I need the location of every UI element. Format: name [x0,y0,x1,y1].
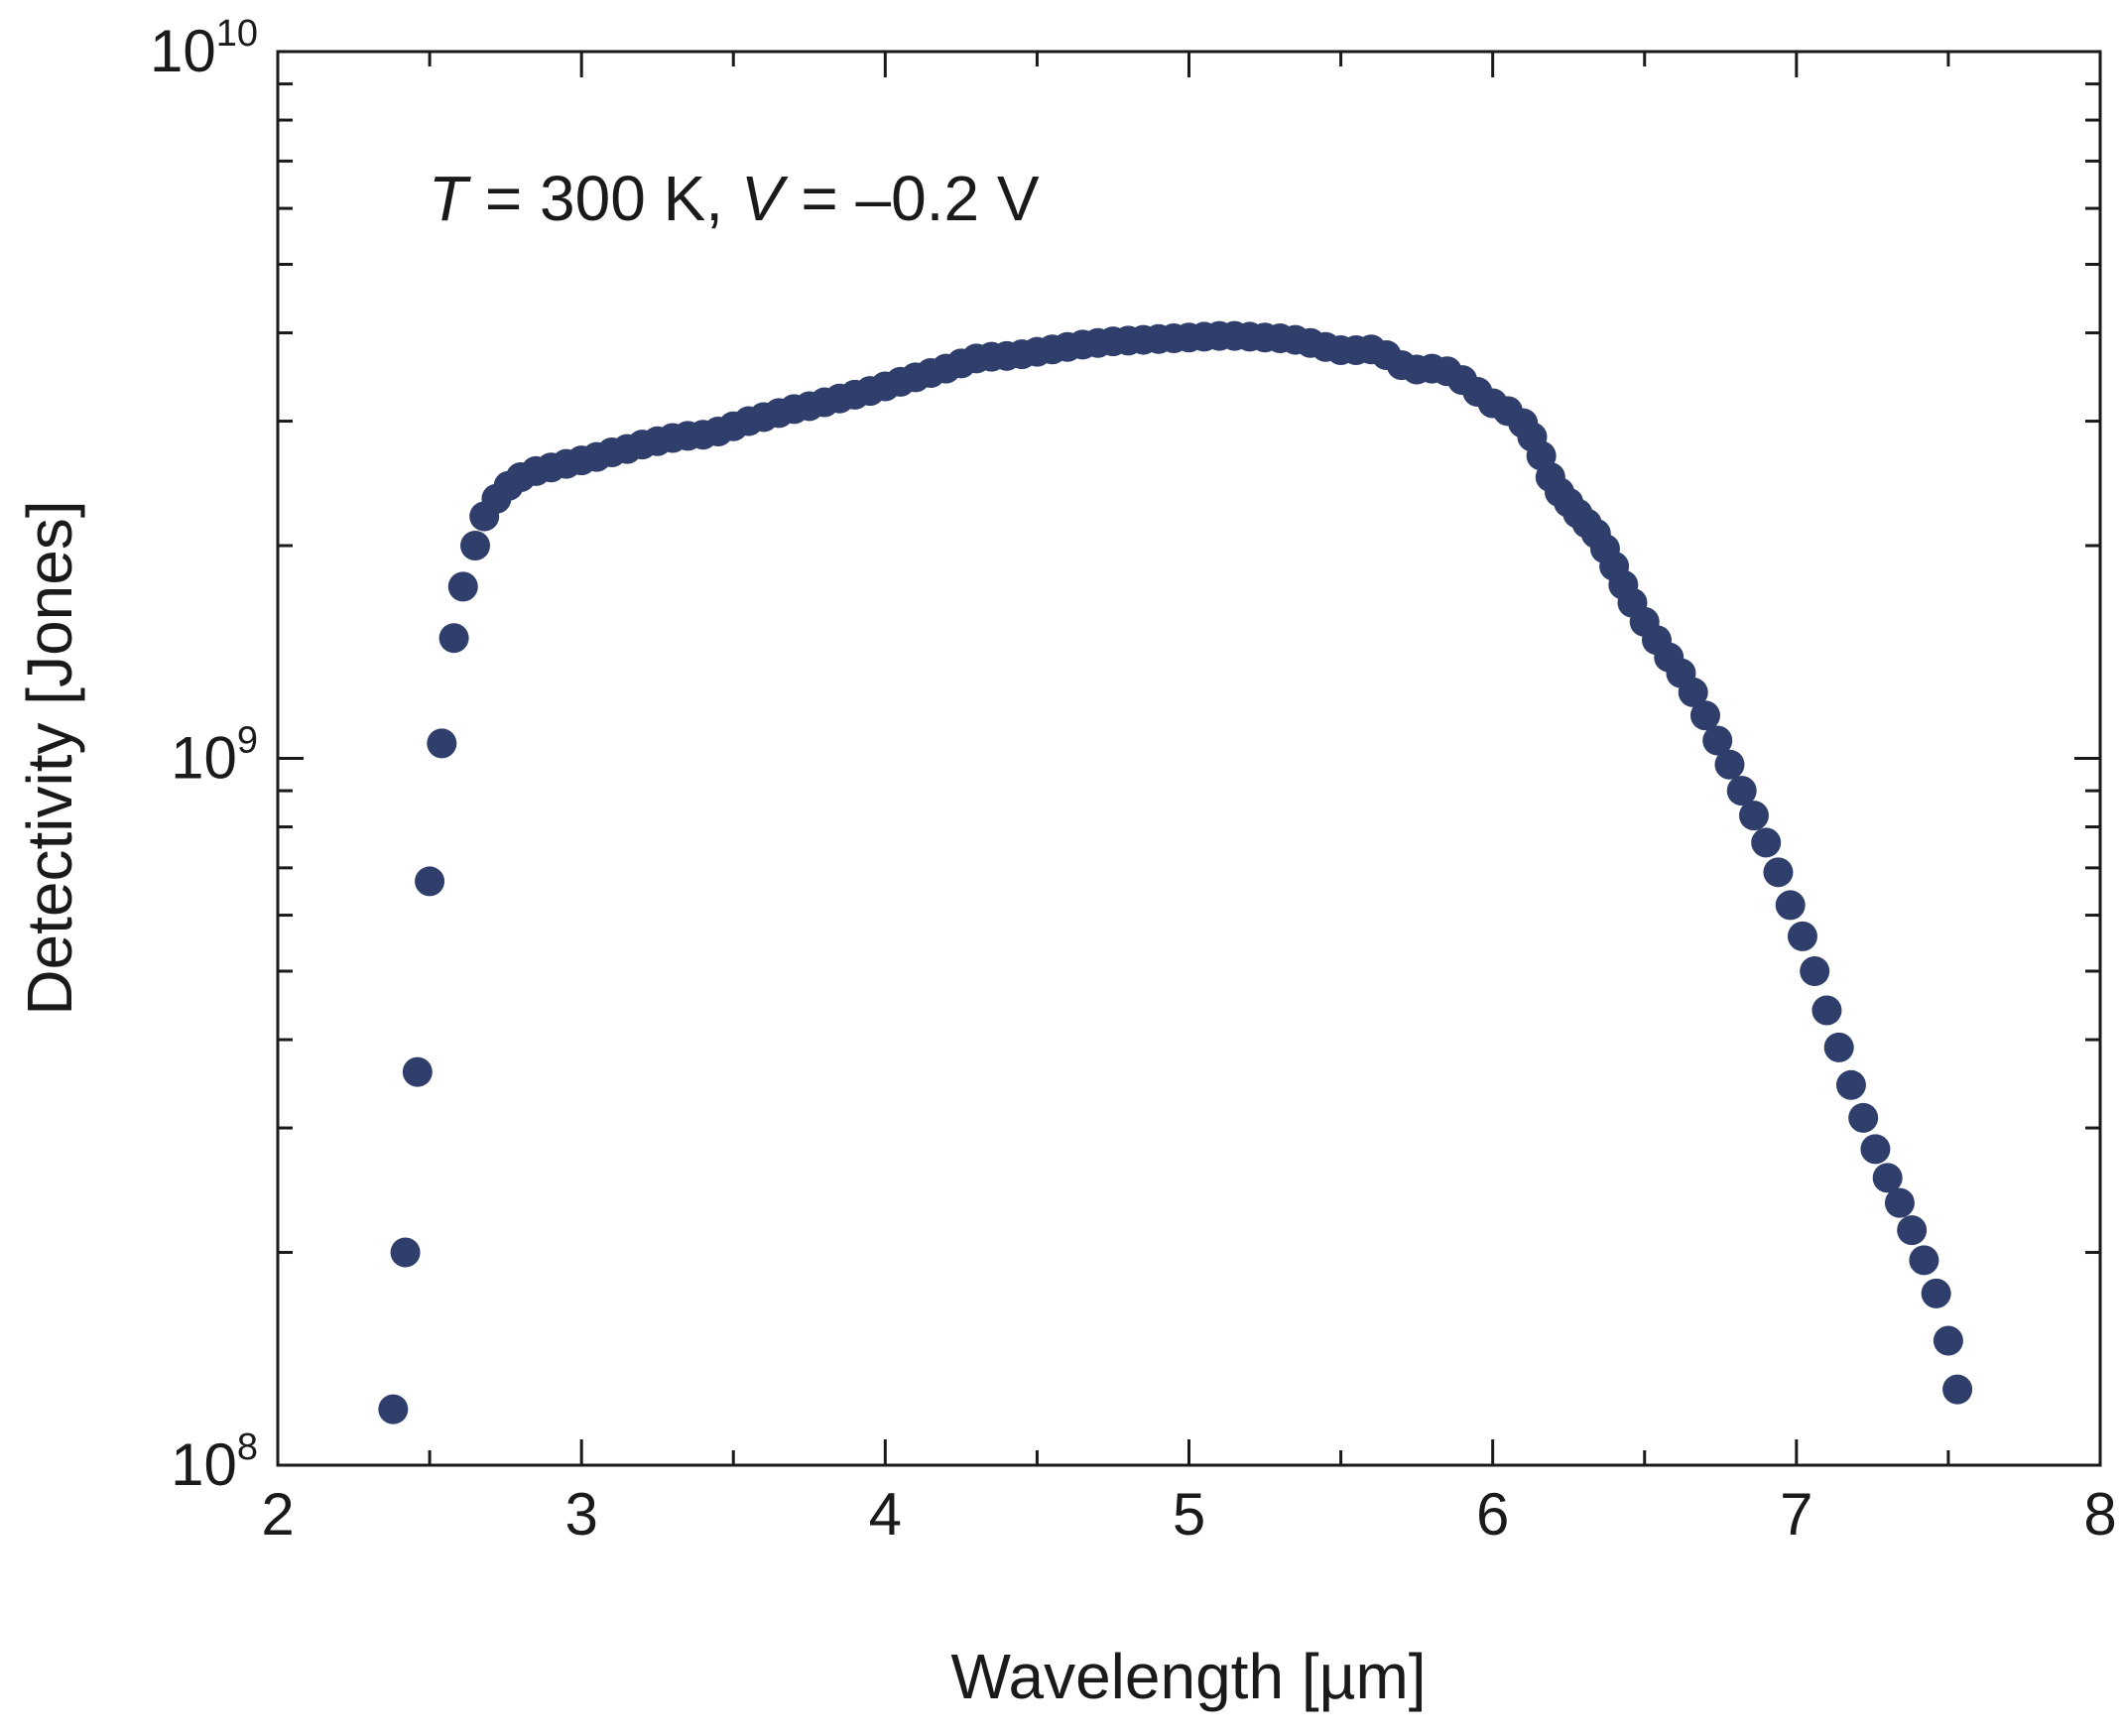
data-point [1860,1134,1891,1165]
y-tick-label: 108 [171,1426,258,1498]
data-point [1800,955,1830,986]
x-axis-title: Wavelength [µm] [950,1641,1426,1712]
data-points [378,320,1973,1425]
data-point [1921,1278,1951,1308]
axis-ticks [276,50,2102,1467]
data-point [1872,1163,1903,1193]
data-point [378,1394,409,1425]
x-tick-label: 6 [1476,1481,1509,1548]
data-point [1823,1032,1854,1062]
x-tick-label: 7 [1780,1481,1812,1548]
data-point [1933,1325,1963,1356]
annotation-text-2: = –0.2 V [784,163,1040,234]
data-point [1689,700,1720,731]
tick-labels: 2 3 4 5 6 7 8 108 109 1010 [150,13,2117,1548]
data-point [1738,801,1769,831]
data-point [460,531,491,561]
y-tick-label: 1010 [150,13,258,84]
data-point [1714,749,1745,780]
data-point [390,1237,421,1268]
data-point [1811,995,1842,1026]
annotation-text-1: = 300 K, [467,163,741,234]
data-point [1702,725,1733,756]
data-point [1897,1215,1928,1246]
y-axis-title: Detectivity [Jones] [14,500,85,1015]
data-point [1726,776,1757,806]
data-point [1909,1245,1939,1276]
data-point [1884,1187,1915,1218]
data-point [1775,890,1806,921]
plot-frame [276,50,2102,1467]
data-point [427,728,457,759]
x-tick-label: 3 [564,1481,597,1548]
data-point [1763,857,1794,888]
data-point [415,866,445,897]
x-tick-label: 4 [869,1481,902,1548]
x-tick-label: 2 [261,1481,294,1548]
x-tick-label: 8 [2083,1481,2116,1548]
data-point [1751,827,1782,858]
data-point [1848,1102,1879,1133]
y-tick-label: 109 [171,720,258,792]
annotation-var-v: V [741,163,789,234]
data-point [402,1056,433,1087]
data-point [438,623,469,654]
x-tick-label: 5 [1173,1481,1205,1548]
annotation-var-t: T [429,163,471,234]
data-point [1942,1374,1973,1405]
data-point [1678,677,1708,707]
annotation: T = 300 K, V = –0.2 V [429,163,1040,234]
data-point [1787,921,1817,951]
data-point [1835,1069,1866,1100]
data-point [447,571,478,602]
